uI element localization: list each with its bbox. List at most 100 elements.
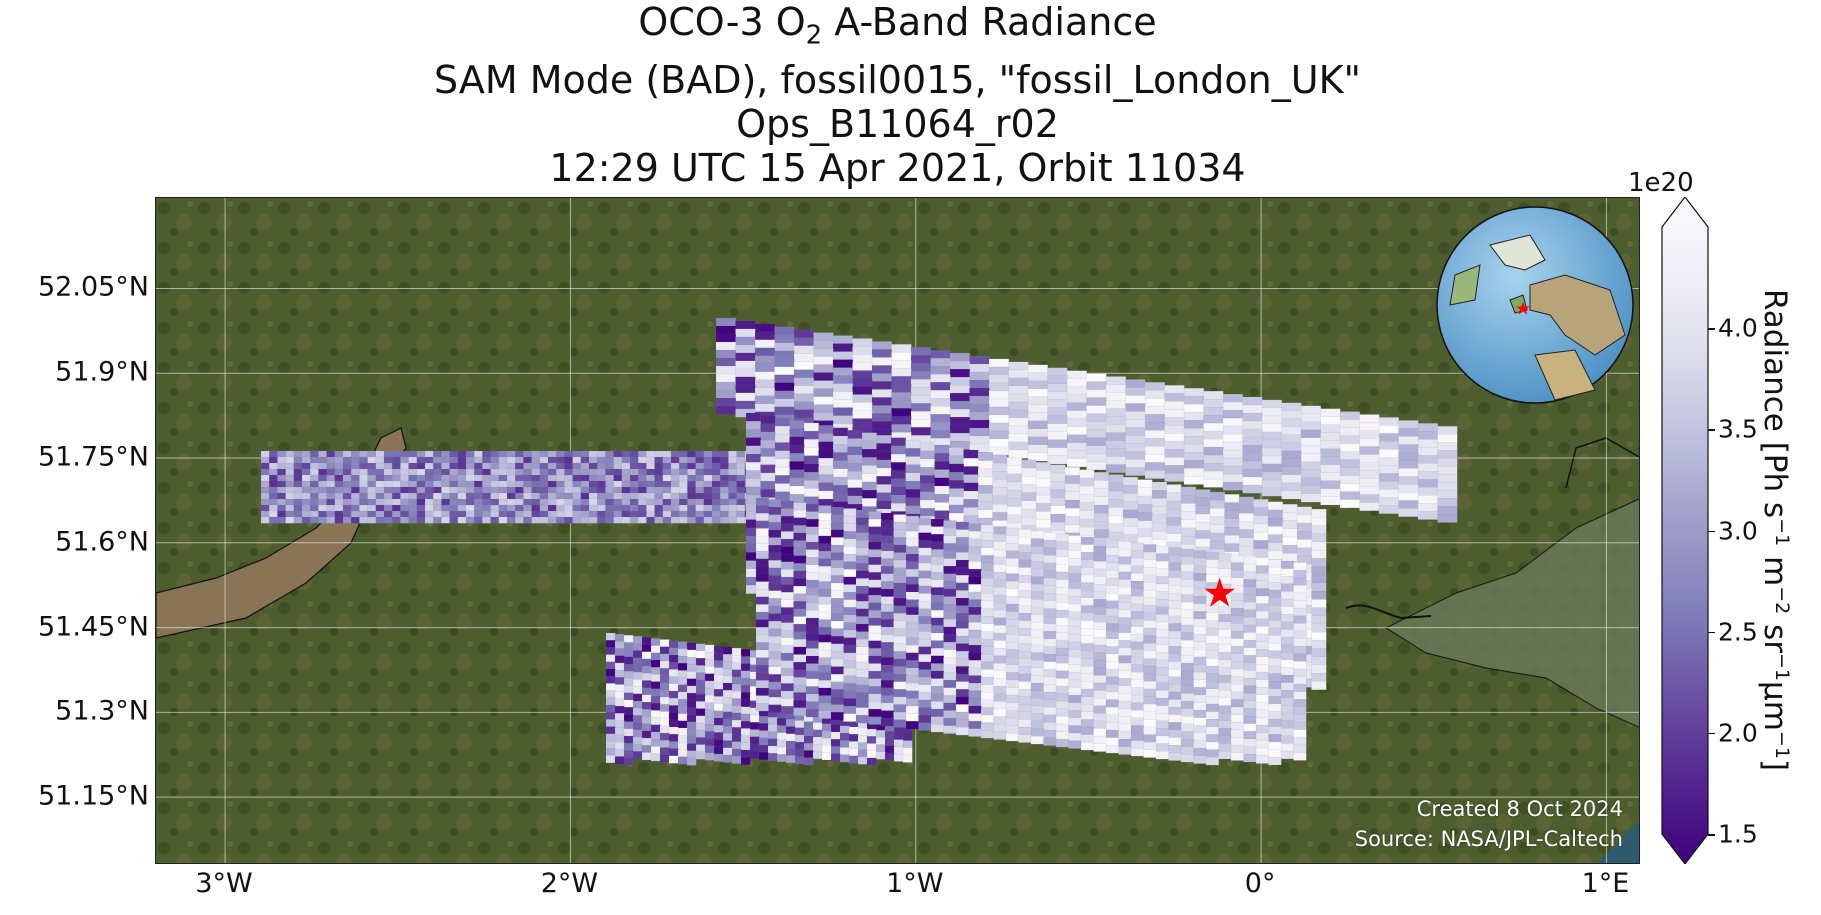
sounding-footprint bbox=[1293, 744, 1307, 754]
sounding-footprint bbox=[400, 498, 410, 506]
sounding-footprint bbox=[993, 617, 1007, 626]
sounding-footprint bbox=[843, 607, 857, 616]
sounding-footprint bbox=[949, 408, 970, 418]
sounding-footprint bbox=[969, 427, 990, 437]
sounding-footprint bbox=[1195, 505, 1211, 515]
sounding-footprint bbox=[758, 730, 769, 739]
sounding-footprint bbox=[980, 661, 995, 670]
sounding-footprint bbox=[871, 413, 892, 422]
sounding-footprint bbox=[1311, 533, 1327, 543]
sounding-footprint bbox=[564, 510, 574, 518]
sounding-footprint bbox=[905, 497, 921, 507]
sounding-footprint bbox=[861, 440, 878, 450]
sounding-footprint bbox=[1417, 439, 1438, 448]
sounding-footprint bbox=[268, 492, 278, 500]
sounding-footprint bbox=[818, 588, 832, 598]
sounding-footprint bbox=[1253, 515, 1269, 525]
sounding-footprint bbox=[789, 452, 805, 462]
sounding-footprint bbox=[1079, 526, 1095, 536]
sounding-footprint bbox=[1238, 521, 1255, 531]
sounding-footprint bbox=[1093, 652, 1107, 661]
sounding-footprint bbox=[1055, 594, 1070, 603]
sounding-footprint bbox=[1268, 673, 1282, 682]
sounding-footprint bbox=[1006, 473, 1023, 483]
sounding-footprint bbox=[930, 556, 945, 566]
sounding-footprint bbox=[268, 486, 278, 494]
sounding-footprint bbox=[1130, 672, 1145, 681]
sounding-footprint bbox=[794, 727, 805, 736]
sounding-footprint bbox=[424, 516, 434, 524]
sounding-footprint bbox=[474, 492, 483, 500]
sounding-footprint bbox=[1417, 487, 1438, 496]
sounding-footprint bbox=[1168, 699, 1182, 708]
sounding-footprint bbox=[1144, 414, 1165, 423]
sounding-footprint bbox=[391, 486, 401, 494]
sounding-footprint bbox=[905, 614, 920, 623]
sounding-footprint bbox=[893, 605, 907, 614]
sounding-footprint bbox=[930, 655, 945, 664]
sounding-footprint bbox=[861, 448, 878, 458]
sounding-footprint bbox=[905, 538, 920, 547]
sounding-footprint bbox=[767, 717, 778, 725]
sounding-footprint bbox=[830, 598, 845, 607]
sounding-footprint bbox=[919, 450, 936, 460]
sounding-footprint bbox=[367, 456, 377, 464]
sounding-footprint bbox=[605, 450, 615, 458]
sounding-footprint bbox=[359, 468, 369, 476]
sounding-footprint bbox=[326, 516, 336, 524]
sounding-footprint bbox=[677, 706, 688, 715]
sounding-footprint bbox=[588, 474, 598, 482]
sounding-footprint bbox=[1137, 487, 1153, 497]
sounding-footprint bbox=[735, 344, 756, 354]
sounding-footprint bbox=[1130, 748, 1145, 757]
sounding-footprint bbox=[1143, 544, 1157, 553]
sounding-footprint bbox=[918, 600, 932, 610]
sounding-footprint bbox=[465, 450, 475, 458]
sounding-footprint bbox=[866, 750, 877, 759]
sounding-footprint bbox=[805, 534, 820, 543]
sounding-footprint bbox=[968, 591, 982, 600]
sounding-footprint bbox=[400, 510, 410, 518]
sounding-footprint bbox=[1261, 447, 1282, 457]
sounding-footprint bbox=[1105, 745, 1120, 754]
sounding-footprint bbox=[910, 347, 931, 356]
sounding-footprint bbox=[755, 528, 770, 537]
sounding-footprint bbox=[839, 747, 850, 756]
sounding-footprint bbox=[260, 468, 270, 476]
sounding-footprint bbox=[930, 429, 951, 439]
sounding-footprint bbox=[774, 417, 791, 427]
sounding-footprint bbox=[1243, 715, 1257, 725]
sounding-footprint bbox=[1079, 502, 1095, 512]
sounding-footprint bbox=[720, 450, 729, 458]
sounding-footprint bbox=[1180, 746, 1195, 755]
sounding-footprint bbox=[1180, 535, 1197, 545]
sounding-footprint bbox=[793, 393, 814, 403]
sounding-footprint bbox=[1311, 631, 1327, 641]
sounding-footprint bbox=[539, 474, 549, 482]
sounding-footprint bbox=[1293, 676, 1307, 685]
sounding-footprint bbox=[334, 516, 344, 524]
sounding-footprint bbox=[629, 480, 639, 488]
sounding-footprint bbox=[1180, 586, 1195, 596]
sounding-footprint bbox=[1280, 674, 1295, 684]
sounding-footprint bbox=[1093, 583, 1107, 593]
sounding-footprint bbox=[318, 462, 328, 470]
sounding-footprint bbox=[342, 498, 352, 506]
sounding-footprint bbox=[1253, 548, 1269, 558]
sounding-footprint bbox=[1261, 455, 1282, 465]
sounding-footprint bbox=[605, 468, 615, 476]
sounding-footprint bbox=[613, 474, 623, 482]
sounding-footprint bbox=[818, 664, 832, 674]
sounding-footprint bbox=[1130, 626, 1145, 635]
sounding-footprint bbox=[1243, 685, 1257, 694]
sounding-footprint bbox=[905, 553, 920, 563]
sounding-footprint bbox=[805, 602, 820, 611]
sounding-footprint bbox=[301, 504, 311, 512]
sounding-footprint bbox=[646, 456, 656, 464]
sounding-footprint bbox=[1130, 588, 1145, 597]
sounding-footprint bbox=[650, 703, 661, 711]
sounding-footprint bbox=[805, 625, 820, 634]
sounding-footprint bbox=[641, 658, 652, 667]
sounding-footprint bbox=[1144, 390, 1165, 399]
sounding-footprint bbox=[623, 671, 634, 679]
